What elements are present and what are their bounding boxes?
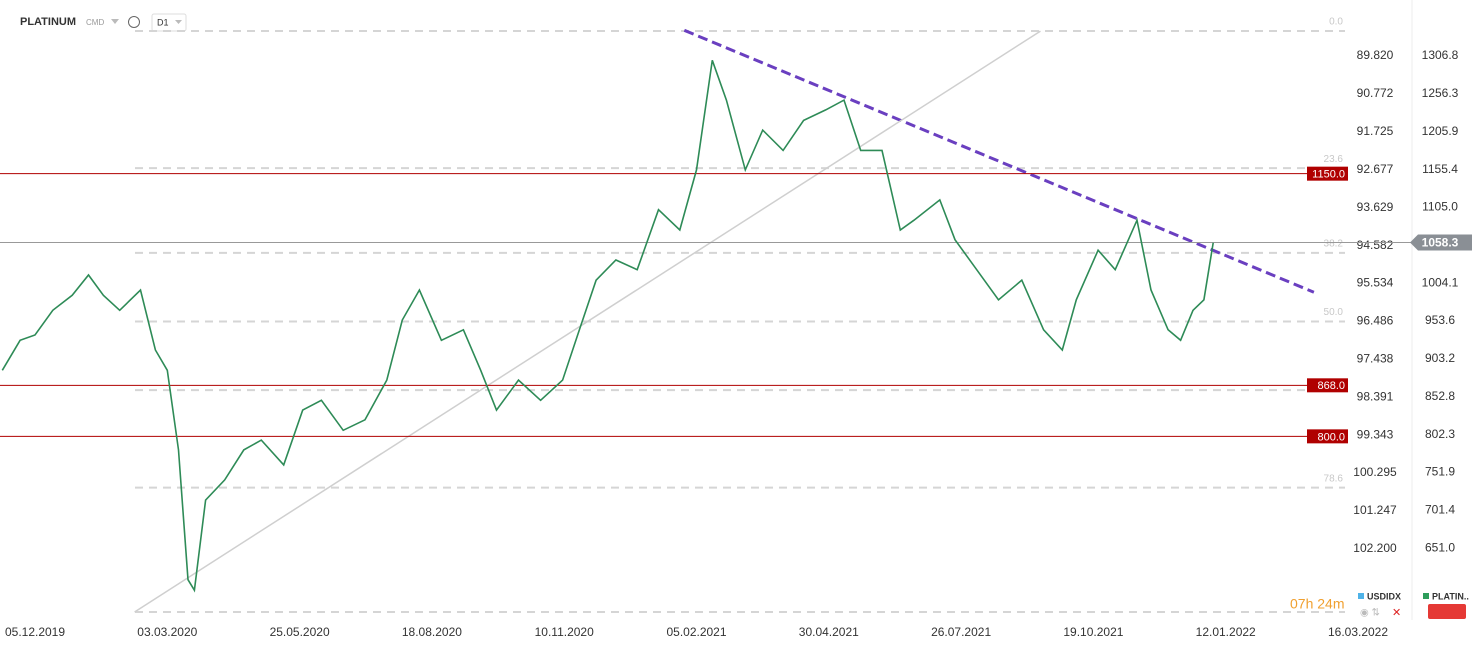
y2-tick-label: 102.200 bbox=[1353, 541, 1397, 555]
dropdown-icon[interactable] bbox=[111, 19, 119, 24]
y2-tick-label: 101.247 bbox=[1353, 503, 1397, 517]
x-tick-label: 26.07.2021 bbox=[931, 625, 991, 639]
y2-tick-label: 89.820 bbox=[1357, 48, 1394, 62]
trendline bbox=[134, 30, 1041, 613]
y2-tick-label: 96.486 bbox=[1357, 314, 1394, 328]
y-tick-label: 1004.1 bbox=[1422, 275, 1459, 289]
y-tick-label: 1155.4 bbox=[1422, 162, 1458, 176]
x-tick-label: 05.12.2019 bbox=[5, 625, 65, 639]
y2-tick-label: 93.629 bbox=[1357, 200, 1394, 214]
legend-swatch bbox=[1423, 593, 1429, 599]
level-box bbox=[1307, 166, 1348, 181]
info-icon[interactable] bbox=[128, 16, 140, 28]
x-tick-label: 16.03.2022 bbox=[1328, 625, 1388, 639]
x-tick-label: 18.08.2020 bbox=[402, 625, 462, 639]
x-tick-label: 03.03.2020 bbox=[137, 625, 197, 639]
timer: 07h 24m bbox=[1290, 596, 1344, 612]
y2-tick-label: 90.772 bbox=[1357, 86, 1394, 100]
current-label: 1058.3 bbox=[1422, 236, 1459, 250]
legend-label: PLATIN.. bbox=[1432, 591, 1469, 601]
y-tick-label: 1306.8 bbox=[1422, 48, 1459, 62]
close-icon: ✕ bbox=[1392, 607, 1401, 619]
y-tick-label: 1256.3 bbox=[1422, 86, 1459, 100]
current-box bbox=[1410, 234, 1472, 251]
y-tick-label: 1205.9 bbox=[1422, 124, 1459, 138]
x-tick-label: 19.10.2021 bbox=[1063, 625, 1123, 639]
y-tick-label: 802.3 bbox=[1425, 427, 1455, 441]
y2-tick-label: 99.343 bbox=[1357, 427, 1394, 441]
x-tick-label: 12.01.2022 bbox=[1196, 625, 1256, 639]
y-tick-label: 701.4 bbox=[1425, 503, 1455, 517]
x-tick-label: 30.04.2021 bbox=[799, 625, 859, 639]
y-tick-label: 953.6 bbox=[1425, 313, 1455, 327]
y-tick-label: 852.8 bbox=[1425, 389, 1455, 403]
x-tick-label: 25.05.2020 bbox=[270, 625, 330, 639]
fib-label: 38.2 bbox=[1324, 239, 1344, 250]
y2-tick-label: 95.534 bbox=[1357, 276, 1394, 290]
interval-arrow bbox=[175, 20, 182, 24]
legend-controls: ◉ ⇅ bbox=[1360, 608, 1380, 619]
y2-tick-label: 98.391 bbox=[1357, 389, 1394, 403]
level-label: 868.0 bbox=[1317, 380, 1345, 392]
level-box bbox=[1307, 378, 1348, 393]
level-label: 800.0 bbox=[1317, 431, 1345, 443]
level-label: 1150.0 bbox=[1312, 169, 1345, 181]
y-tick-label: 903.2 bbox=[1425, 351, 1455, 365]
fib-label: 23.6 bbox=[1324, 154, 1344, 165]
interval: D1 bbox=[157, 17, 169, 27]
legend-swatch bbox=[1358, 593, 1364, 599]
settings-button[interactable] bbox=[1428, 604, 1466, 619]
x-tick-label: 10.11.2020 bbox=[535, 625, 594, 639]
fib-label: 0.0 bbox=[1329, 17, 1343, 28]
x-tick-label: 05.02.2021 bbox=[666, 625, 726, 639]
fib-label: 78.6 bbox=[1324, 473, 1344, 484]
trendline bbox=[683, 28, 1315, 294]
symbol: PLATINUM bbox=[20, 16, 76, 28]
y2-tick-label: 92.677 bbox=[1357, 162, 1394, 176]
market: CMD bbox=[86, 18, 104, 27]
y2-tick-label: 100.295 bbox=[1353, 465, 1397, 479]
y-tick-label: 751.9 bbox=[1425, 465, 1455, 479]
level-box bbox=[1307, 429, 1348, 444]
y2-tick-label: 94.582 bbox=[1357, 238, 1394, 252]
y2-tick-label: 91.725 bbox=[1357, 124, 1394, 138]
y2-tick-label: 97.438 bbox=[1357, 351, 1394, 365]
y-tick-label: 651.0 bbox=[1425, 540, 1455, 554]
price-line bbox=[1, 60, 1214, 593]
legend-label: USDIDX bbox=[1367, 591, 1401, 601]
y-tick-label: 1105.0 bbox=[1422, 200, 1458, 214]
fib-label: 50.0 bbox=[1324, 307, 1344, 318]
